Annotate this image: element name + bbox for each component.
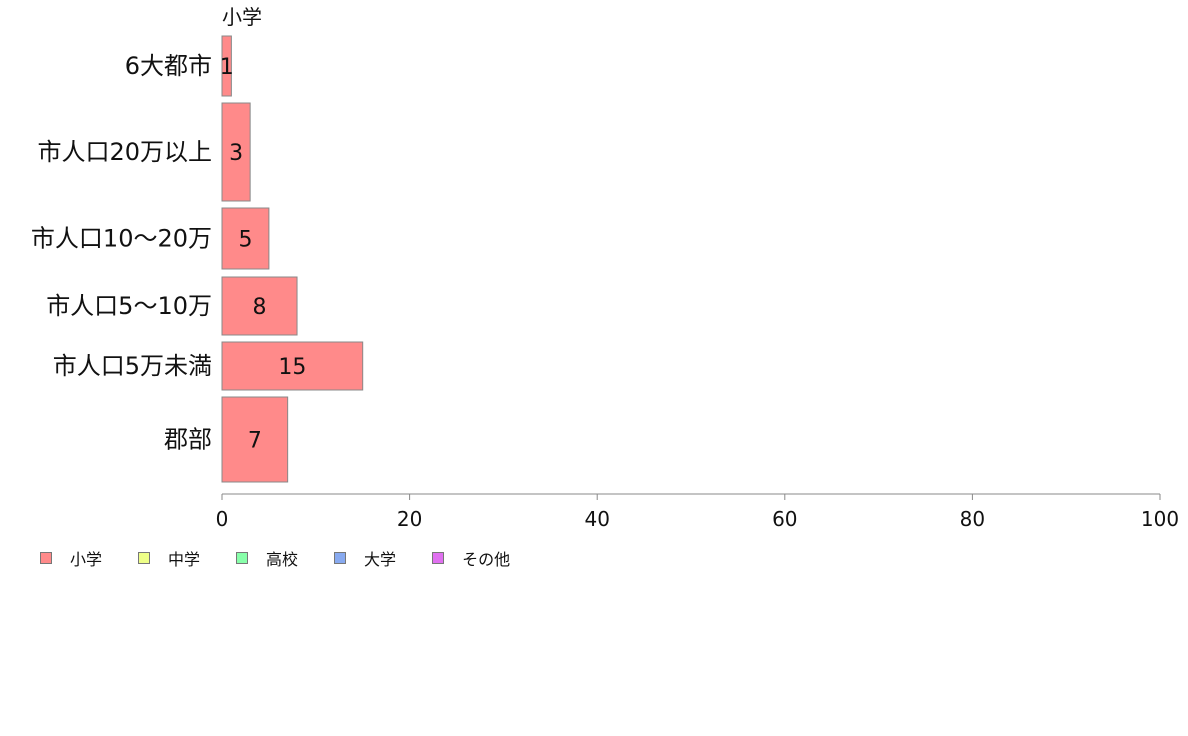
bar-value-label: 8: [253, 295, 267, 320]
legend-label: その他: [462, 550, 511, 569]
bars-group: 6大都市 1 市人口20万以上 3 市人口10〜20万 5 市人口5〜10万 8 市人口5万未満…: [31, 35, 364, 483]
bar-value-label: 3: [229, 141, 243, 166]
bar: [221, 207, 270, 270]
bar-value-label: 15: [278, 355, 306, 380]
category-label: 市人口10〜20万: [31, 225, 212, 253]
x-tick-label: 100: [1141, 507, 1179, 531]
bar-value-label: 5: [238, 228, 252, 253]
bar: [221, 396, 289, 483]
legend-swatch: [432, 552, 445, 564]
legend-swatch: [334, 552, 347, 564]
legend-label: 大学: [364, 550, 397, 569]
category-label: 市人口5〜10万: [46, 292, 212, 320]
category-label: 郡部: [164, 426, 212, 454]
legend-item: 大学: [334, 546, 396, 570]
x-tick-label: 60: [772, 507, 797, 531]
bar: [221, 276, 298, 336]
chart-title: 小学: [222, 5, 262, 29]
category-label: 6大都市: [125, 52, 212, 80]
legend-label: 小学: [70, 550, 103, 569]
legend-item: 高校: [236, 546, 298, 570]
legend-label: 高校: [266, 550, 299, 569]
category-label: 市人口20万以上: [37, 138, 212, 166]
bar-value-label: 7: [248, 429, 262, 454]
bar-value-label: 1: [220, 55, 234, 80]
category-label: 市人口5万未満: [53, 352, 212, 380]
bar: [221, 341, 364, 391]
legend-swatch: [236, 552, 249, 564]
legend-item: 中学: [138, 546, 200, 570]
legend-item: その他: [432, 546, 510, 570]
legend-item: 小学: [40, 546, 102, 570]
x-tick-label: 20: [397, 507, 422, 531]
legend-label: 中学: [168, 550, 201, 569]
legend-swatch: [138, 552, 151, 564]
legend: 小学 中学 高校 大学 その他: [40, 546, 546, 570]
x-tick-label: 40: [584, 507, 609, 531]
bar: [221, 35, 232, 97]
legend-swatch: [40, 552, 52, 564]
x-axis: 0 20 40 60 80 100: [216, 493, 1179, 531]
x-tick-label: 80: [960, 507, 985, 531]
bar: [221, 102, 251, 202]
x-tick-label: 0: [216, 507, 229, 531]
